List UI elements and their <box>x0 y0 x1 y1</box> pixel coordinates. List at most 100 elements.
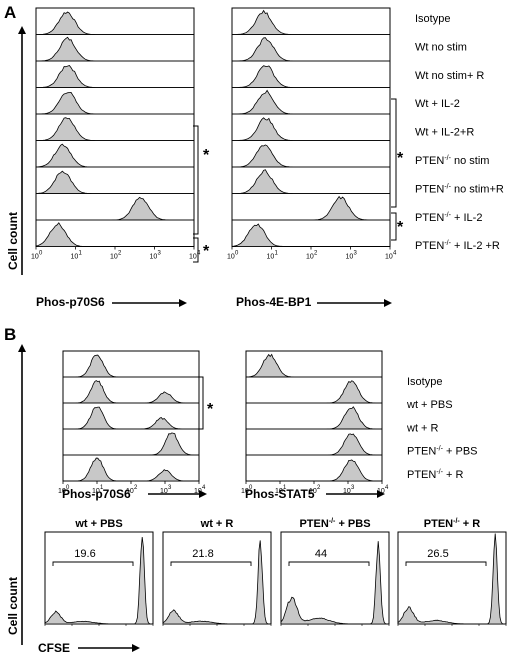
cfse-gate-2 <box>170 561 252 566</box>
panel-b-right-x-title: Phos-STAT5 <box>245 487 315 501</box>
panel-a-right-histogram-8 <box>232 195 390 221</box>
cfse-panel-title-1: wt + PBS <box>74 518 122 530</box>
cfse-gate-4 <box>405 561 487 566</box>
cfse-histogram-2 <box>162 540 271 625</box>
panel-b-right-histogram-4 <box>246 433 382 456</box>
panel-b-row-label-3: wt + R <box>406 422 439 434</box>
panel-a-row-label-4: Wt + IL-2 <box>415 98 460 110</box>
panel-b-right-tick-label: 10 <box>343 488 351 495</box>
panel-a-left-tick-exponent: 3 <box>158 251 162 257</box>
panel-a-left-histogram-6 <box>35 143 194 168</box>
panel-a-left-tick-exponent: 0 <box>39 251 43 257</box>
panel-a-left-tick-exponent: 1 <box>79 251 83 257</box>
panel-a-row-label-6: PTEN-/- no stim <box>415 155 489 167</box>
panel-a-left-histogram-9 <box>35 222 194 247</box>
panel-b-right-histogram-2 <box>246 380 382 404</box>
panel-b-star: * <box>207 401 214 418</box>
panel-b-right-tick-label: 10 <box>241 488 249 495</box>
panel-b-left-histogram-2 <box>63 380 199 404</box>
panel-b-left-tick-exponent: 1 <box>100 485 104 491</box>
panel-a-right-tick-exponent: 1 <box>275 251 279 257</box>
panel-a-right-tick-label: 10 <box>306 254 314 261</box>
panel-b-row-label-4: PTEN-/- + PBS <box>407 446 478 458</box>
panel-a-left-bracket-lower <box>193 237 199 263</box>
panel-b-row-label-5: PTEN-/- + R <box>407 469 463 481</box>
panel-a-left-tick-label: 10 <box>189 254 197 261</box>
panel-b-right-tick-label: 10 <box>309 488 317 495</box>
panel-a-row-label-1: Isotype <box>415 13 450 25</box>
panel-a-right-histogram-3 <box>232 65 390 88</box>
panel-b-left-tick-exponent: 4 <box>202 485 206 491</box>
panel-a-right-tick-label: 10 <box>267 254 275 261</box>
panel-a-right-histogram-2 <box>232 37 390 62</box>
panel-b-left-tick-exponent: 0 <box>66 485 70 491</box>
panel-a-right-tick-label: 10 <box>346 254 354 261</box>
panel-b-left-histogram-3 <box>63 406 199 430</box>
panel-a-left-histogram-8 <box>36 196 194 221</box>
panel-b-y-axis-title: Cell count <box>6 577 20 635</box>
panel-a-right-histogram-5 <box>232 117 390 141</box>
panel-b-right-tick-exponent: 4 <box>385 485 389 491</box>
cfse-gate-value-1: 19.6 <box>74 548 95 560</box>
panel-a-right-tick-exponent: 3 <box>354 251 358 257</box>
panel-a-right-x-title: Phos-4E-BP1 <box>236 295 312 309</box>
cfse-gate-value-2: 21.8 <box>192 548 213 560</box>
cfse-x-title: CFSE <box>38 641 70 655</box>
panel-b-row-labels: Isotype wt + PBS wt + R PTEN-/- + PBS PTEN-/… <box>406 376 478 481</box>
panel-a-left-tick-label: 10 <box>31 254 39 261</box>
panel-a-row-label-3: Wt no stim+ R <box>415 70 484 82</box>
panel-b-left-histogram-stack: 10 0 10 1 10 2 10 3 10 4 <box>58 350 206 495</box>
panel-b-right-tick-label: 10 <box>275 488 283 495</box>
cfse-frame-2 <box>162 531 272 625</box>
panel-a-left-tick-label: 10 <box>71 254 79 261</box>
panel-b-left-tick-label: 10 <box>126 488 134 495</box>
cfse-histogram-1 <box>44 536 153 625</box>
panel-a-row-label-9: PTEN-/- + IL-2 +R <box>415 240 500 252</box>
panel-a-row-labels: Isotype Wt no stim Wt no stim+ R Wt + IL-2 W… <box>415 13 504 252</box>
panel-a-left-bracket-upper <box>193 125 199 235</box>
panel-a-star-lower: * <box>203 243 210 260</box>
panel-a-left-tick-label: 10 <box>150 254 158 261</box>
panel-a-row-label-2: Wt no stim <box>415 41 467 53</box>
panel-b-right-tick-exponent: 3 <box>351 485 355 491</box>
panel-b-left-frame <box>62 350 200 482</box>
panel-b-right-tick-exponent: 1 <box>283 485 287 491</box>
panel-b-right-histogram-stack: 10 0 10 1 10 2 10 3 10 4 <box>241 350 389 495</box>
cfse-histogram-4 <box>397 533 506 625</box>
panel-a-left-tick-exponent: 2 <box>118 251 122 257</box>
panel-a-right-tick-exponent: 2 <box>314 251 318 257</box>
panel-a-left-histogram-2 <box>36 36 194 62</box>
panel-a-row-label-5: Wt + IL-2+R <box>415 127 474 139</box>
panel-a-letter: A <box>4 3 16 22</box>
panel-a-row-label-7: PTEN-/- no stim+R <box>415 183 504 195</box>
panel-a-right-bracket-lower <box>391 212 397 241</box>
panel-a-left-x-title: Phos-p70S6 <box>36 295 105 309</box>
panel-b-right-histogram-5 <box>246 459 382 482</box>
panel-a-right-tick-exponent: 4 <box>393 251 397 257</box>
panel-a-star-upper: * <box>203 147 210 164</box>
panel-a-left-histogram-3 <box>36 65 194 88</box>
panel-b-left-histogram-1 <box>63 354 199 378</box>
panel-a-right-histogram-9 <box>231 223 390 247</box>
cfse-frame-4 <box>397 531 507 625</box>
panel-a-left-histogram-7 <box>35 170 194 194</box>
panel-a-star-right-lower: * <box>397 219 404 236</box>
cfse-gate-1 <box>52 561 134 566</box>
panel-b-left-histogram-5 <box>63 457 199 482</box>
panel-b-right-tick-exponent: 0 <box>249 485 253 491</box>
panel-a-left-tick-exponent: 4 <box>197 251 201 257</box>
panel-a-left-histogram-stack: 10 0 10 1 10 2 10 3 10 4 <box>31 7 201 261</box>
cfse-histogram-row: wt + PBS 19.6 wt + R 21.8 PTEN-/- + PBS 44 PTE… <box>44 518 507 626</box>
panel-b-right-tick-exponent: 2 <box>317 485 321 491</box>
panel-b-left-tick-exponent: 3 <box>168 485 172 491</box>
panel-b-left-tick-exponent: 2 <box>134 485 138 491</box>
panel-a-row-label-8: PTEN-/- + IL-2 <box>415 212 482 224</box>
cfse-panel-title-3: PTEN-/- + PBS <box>299 518 370 530</box>
panel-a-left-histogram-1 <box>36 11 194 35</box>
panel-b-row-label-1: Isotype <box>407 376 442 388</box>
cfse-gate-value-4: 26.5 <box>427 548 448 560</box>
panel-b-left-tick-label: 10 <box>194 488 202 495</box>
panel-a-left-tick-label: 10 <box>110 254 118 261</box>
panel-b-left-x-title: Phos-p70S6 <box>62 487 131 501</box>
